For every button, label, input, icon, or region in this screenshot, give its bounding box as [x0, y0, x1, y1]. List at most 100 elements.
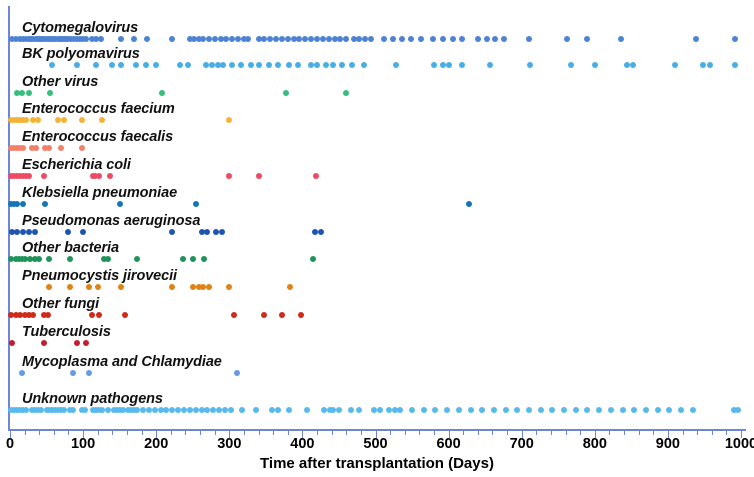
x-tick-minor — [287, 431, 289, 435]
x-tick-minor — [97, 431, 99, 435]
data-point — [45, 312, 51, 318]
data-point — [607, 407, 614, 413]
data-point — [186, 36, 193, 42]
category-label: Other bacteria — [22, 240, 119, 256]
data-point — [308, 36, 315, 42]
data-point — [9, 340, 16, 346]
x-tick-labels: 0 100 200 300 400 500 600 700 800 900 1000 — [6, 436, 754, 456]
data-point — [629, 62, 636, 68]
data-point — [342, 90, 349, 96]
data-point — [8, 256, 15, 262]
x-tick-minor — [346, 431, 348, 435]
x-tick-minor — [68, 431, 70, 435]
data-point — [261, 312, 268, 318]
data-point — [699, 62, 706, 68]
data-point — [325, 36, 332, 42]
data-point — [221, 407, 228, 413]
category-label: Cytomegalovirus — [22, 20, 139, 36]
data-point — [526, 36, 532, 42]
data-point — [284, 36, 291, 42]
data-point — [74, 340, 81, 346]
data-point — [85, 370, 92, 376]
data-point — [78, 145, 85, 151]
data-point — [81, 407, 88, 413]
data-point — [732, 62, 739, 68]
data-point — [330, 407, 337, 413]
data-point — [205, 36, 212, 42]
data-point — [9, 36, 16, 42]
data-point — [343, 36, 350, 42]
data-point — [331, 36, 338, 42]
data-point — [335, 407, 342, 413]
data-point — [252, 407, 259, 413]
data-point — [398, 36, 405, 42]
data-point — [16, 36, 23, 42]
data-point — [385, 407, 392, 413]
data-point — [55, 117, 62, 123]
data-point — [392, 62, 399, 68]
data-point — [8, 312, 15, 318]
data-point — [479, 407, 486, 413]
data-point — [169, 229, 176, 235]
data-point — [61, 407, 68, 413]
category-label: Unknown pathogens — [22, 391, 163, 407]
data-point — [248, 62, 255, 68]
x-tick-minor — [112, 431, 114, 435]
data-point — [104, 407, 111, 413]
data-point — [204, 407, 211, 413]
data-point — [198, 229, 205, 235]
data-point — [58, 145, 65, 151]
data-point — [225, 117, 232, 123]
x-tick-minor — [580, 431, 582, 435]
data-point — [216, 407, 223, 413]
x-tick-minor — [331, 431, 333, 435]
category-label: Tuberculosis — [22, 324, 111, 340]
data-point — [142, 62, 149, 68]
data-point — [96, 312, 103, 318]
data-point — [27, 256, 34, 262]
data-point — [218, 229, 225, 235]
data-point — [23, 407, 30, 413]
data-point — [49, 62, 56, 68]
data-point — [371, 407, 378, 413]
data-point — [730, 407, 737, 413]
data-point — [91, 173, 98, 179]
data-point — [376, 407, 383, 413]
data-point — [153, 62, 160, 68]
data-point — [205, 284, 212, 290]
data-point — [40, 312, 47, 318]
data-point — [309, 256, 316, 262]
data-point — [255, 62, 262, 68]
data-point — [283, 90, 290, 96]
data-point — [46, 256, 53, 262]
data-point — [65, 229, 72, 235]
data-point — [619, 407, 626, 413]
data-point — [208, 62, 215, 68]
data-point — [202, 62, 209, 68]
data-point — [46, 145, 53, 151]
x-tick-minor — [726, 431, 728, 435]
data-point — [21, 256, 28, 262]
data-point — [549, 407, 556, 413]
data-point — [735, 407, 742, 413]
data-point — [255, 36, 262, 42]
data-point — [229, 36, 236, 42]
data-point — [678, 407, 685, 413]
data-point — [467, 407, 474, 413]
category-label: BK polyomavirus — [22, 46, 140, 62]
x-tick-major — [521, 431, 523, 438]
data-point — [122, 312, 129, 318]
data-point — [14, 90, 21, 96]
data-point — [41, 340, 48, 346]
data-point — [21, 312, 28, 318]
x-tick-minor — [507, 431, 509, 435]
data-point — [397, 407, 404, 413]
data-point — [255, 173, 262, 179]
data-point — [140, 407, 147, 413]
x-tick-minor — [682, 431, 684, 435]
data-point — [157, 407, 164, 413]
x-tick-minor — [126, 431, 128, 435]
x-tick-major — [594, 431, 596, 438]
data-point — [47, 90, 54, 96]
